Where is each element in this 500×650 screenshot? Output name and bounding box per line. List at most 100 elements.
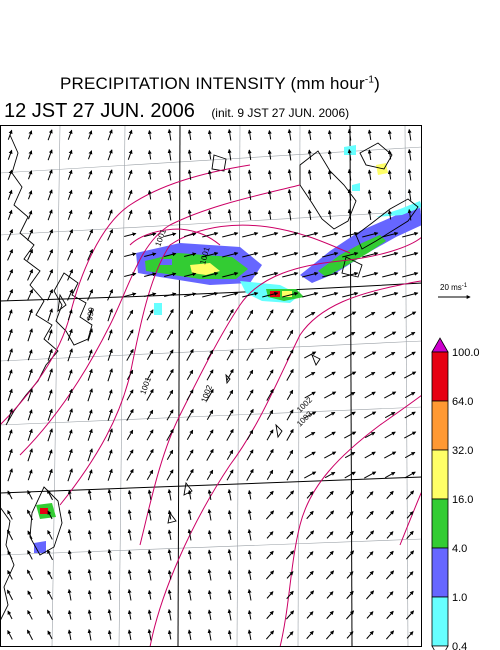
wind-arrow (406, 511, 414, 519)
title-unit-exponent: -1 (364, 74, 375, 86)
wind-arrow (47, 549, 53, 561)
wind-arrow (286, 590, 294, 600)
wind-arrow (407, 168, 412, 181)
wind-arrow (266, 591, 274, 599)
wind-arrow (366, 570, 374, 580)
wind-arrow (406, 631, 414, 639)
wind-arrow (286, 329, 294, 341)
wind-arrow (87, 529, 92, 540)
wind-arrow (207, 129, 212, 140)
wind-arrow (226, 349, 234, 361)
wind-arrow (67, 569, 72, 581)
wind-arrow (207, 568, 212, 581)
wind-arrow (346, 631, 354, 639)
wind-arrow (227, 208, 232, 221)
wind-arrow (306, 491, 314, 499)
wind-arrow (67, 348, 73, 362)
wind-arrow (47, 308, 53, 322)
wind-arrow (326, 591, 334, 599)
wind-arrow (144, 292, 157, 297)
wind-arrow (87, 288, 93, 301)
wind-arrow (27, 590, 33, 600)
wind-arrow (384, 371, 396, 379)
wind-arrow (27, 368, 33, 381)
wind-arrow (366, 611, 374, 619)
wind-arrow (107, 408, 113, 421)
wind-arrow (344, 371, 357, 379)
wind-arrow (266, 309, 274, 321)
wind-arrow (246, 389, 254, 401)
wind-arrow (7, 629, 13, 640)
wind-arrow (107, 228, 113, 241)
wind-arrow (227, 569, 232, 580)
legend-over-triangle (431, 337, 449, 353)
wind-arrow (282, 271, 299, 278)
wind-arrow (167, 208, 172, 221)
wind-arrow (405, 550, 415, 560)
wind-arrow (107, 129, 113, 141)
wind-arrow (227, 589, 232, 601)
wind-arrow (186, 369, 194, 381)
wind-arrow (382, 291, 399, 298)
wind-arrow (247, 629, 252, 641)
wind-arrow (47, 268, 53, 281)
wind-arrow (7, 589, 13, 601)
wind-arrow (67, 149, 73, 160)
wind-arrow (7, 288, 13, 301)
wind-arrow (266, 610, 274, 620)
wind-arrow (67, 268, 73, 281)
wind-arrow (27, 268, 33, 281)
wind-arrow (266, 490, 274, 500)
wind-arrow (304, 311, 316, 319)
wind-arrow (167, 589, 172, 601)
wind-arrow (345, 550, 355, 560)
wind-arrow (227, 608, 232, 621)
wind-arrow (266, 388, 274, 401)
wind-arrow (147, 628, 152, 641)
wind-arrow (406, 571, 414, 579)
wind-arrow (146, 349, 154, 361)
wind-arrow (324, 371, 336, 379)
wind-arrow (206, 388, 214, 401)
wind-arrow (167, 188, 172, 201)
title-text: PRECIPITATION INTENSITY (mm hour (59, 74, 365, 93)
wind-arrow (27, 288, 33, 301)
wind-arrow (402, 231, 419, 238)
legend-swatch (431, 498, 449, 549)
wind-arrow (324, 391, 337, 399)
wind-arrow (247, 528, 252, 541)
wind-arrow (7, 448, 13, 461)
wind-arrow (87, 388, 93, 402)
wind-arrow (107, 268, 113, 281)
wind-arrow (207, 529, 212, 540)
wind-arrow (206, 469, 214, 481)
wind-arrow (67, 328, 73, 341)
wind-arrow (302, 231, 319, 238)
wind-arrow (344, 391, 356, 399)
wind-arrow (386, 591, 394, 599)
wind-arrow (366, 491, 374, 499)
wind-arrow (186, 408, 194, 421)
wind-arrow (227, 128, 232, 141)
wind-arrow (67, 609, 72, 620)
wind-arrow (247, 549, 252, 560)
wind-arrow (364, 351, 377, 359)
wind-arrow (286, 389, 294, 401)
wind-arrow (367, 209, 372, 221)
wind-arrow (407, 208, 412, 221)
wind-arrow (107, 149, 113, 161)
wind-arrow (67, 388, 73, 401)
wind-arrow (302, 251, 319, 258)
wind-arrow (286, 409, 294, 421)
wind-arrow (186, 309, 194, 321)
wind-arrow (107, 428, 113, 442)
wind-arrow (67, 489, 72, 500)
wind-arrow (107, 548, 112, 561)
wind-arrow (302, 291, 319, 298)
wind-arrow (326, 531, 334, 539)
wind-arrow (147, 489, 152, 501)
wind-arrow (167, 629, 172, 640)
wind-arrow (7, 388, 13, 401)
wind-arrow (146, 369, 154, 381)
wind-arrow (327, 169, 332, 180)
